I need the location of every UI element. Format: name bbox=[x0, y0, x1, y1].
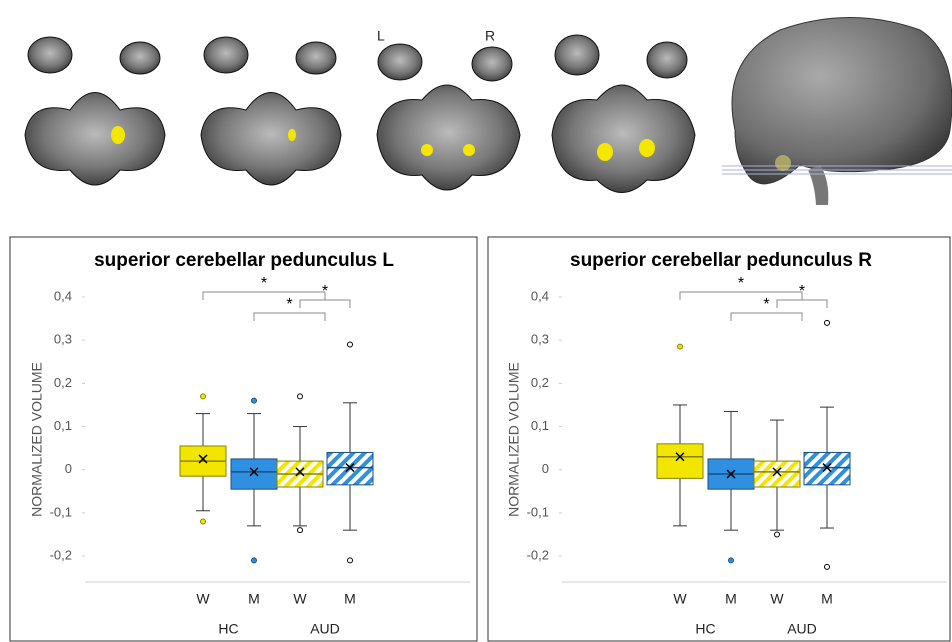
mean-marker bbox=[675, 452, 685, 462]
x-tick-label: M bbox=[725, 591, 737, 607]
significance-label: * bbox=[738, 275, 744, 292]
y-tick-label: 0,2 bbox=[531, 375, 549, 390]
box bbox=[326, 451, 374, 486]
box bbox=[230, 458, 278, 490]
x-tick-label: M bbox=[821, 591, 833, 607]
outlier bbox=[200, 393, 206, 400]
significance-bracket bbox=[253, 312, 326, 321]
outlier bbox=[728, 557, 734, 564]
chart-title: superior cerebellar pedunculus R bbox=[570, 250, 872, 271]
mean-marker bbox=[822, 463, 832, 473]
outlier bbox=[774, 531, 780, 538]
group-label: HC bbox=[695, 621, 715, 637]
group-label: HC bbox=[218, 621, 238, 637]
mean-marker bbox=[295, 467, 305, 477]
outlier bbox=[200, 518, 206, 525]
significance-label: * bbox=[763, 296, 769, 313]
significance-bracket bbox=[202, 291, 326, 300]
box bbox=[656, 443, 704, 479]
panel-frame bbox=[487, 236, 951, 642]
mean-marker bbox=[198, 454, 208, 464]
image-label: L bbox=[377, 28, 385, 44]
y-tick-label: -0,1 bbox=[50, 504, 72, 519]
mean-marker bbox=[772, 467, 782, 477]
outlier bbox=[347, 557, 353, 564]
chart-title: superior cerebellar pedunculus L bbox=[94, 250, 394, 271]
y-axis-label: NORMALIZED VOLUME bbox=[29, 362, 45, 517]
y-tick-label: 0 bbox=[65, 461, 72, 476]
outlier bbox=[251, 557, 257, 564]
x-tick-label: M bbox=[344, 591, 356, 607]
outlier bbox=[824, 563, 830, 570]
outlier bbox=[347, 341, 353, 348]
outlier bbox=[297, 393, 303, 400]
significance-bracket bbox=[730, 312, 803, 321]
outlier bbox=[297, 527, 303, 534]
significance-bracket bbox=[299, 299, 351, 308]
outlier bbox=[251, 397, 257, 404]
y-tick-label: 0,4 bbox=[531, 288, 549, 303]
x-tick-label: W bbox=[770, 591, 784, 607]
box bbox=[803, 451, 851, 486]
y-tick-label: 0,1 bbox=[54, 418, 72, 433]
significance-label: * bbox=[261, 275, 267, 292]
x-tick-label: W bbox=[673, 591, 687, 607]
panel-frame bbox=[9, 236, 478, 642]
mean-marker bbox=[726, 469, 736, 479]
y-tick-label: 0,3 bbox=[531, 332, 549, 347]
group-label: AUD bbox=[787, 621, 817, 637]
x-tick-label: M bbox=[248, 591, 260, 607]
significance-label: * bbox=[799, 283, 805, 300]
y-tick-label: 0 bbox=[542, 461, 549, 476]
significance-label: * bbox=[322, 283, 328, 300]
significance-bracket bbox=[776, 299, 828, 308]
y-tick-label: 0,2 bbox=[54, 375, 72, 390]
mean-marker bbox=[345, 463, 355, 473]
y-tick-label: -0,2 bbox=[50, 548, 72, 563]
y-tick-label: 0,1 bbox=[531, 418, 549, 433]
y-tick-label: 0,4 bbox=[54, 288, 72, 303]
significance-bracket bbox=[679, 291, 803, 300]
x-tick-label: W bbox=[196, 591, 210, 607]
y-tick-label: -0,1 bbox=[527, 504, 549, 519]
brain-3d bbox=[722, 17, 952, 205]
mean-marker bbox=[249, 467, 259, 477]
x-tick-label: W bbox=[293, 591, 307, 607]
y-tick-label: -0,2 bbox=[527, 548, 549, 563]
outlier bbox=[824, 319, 830, 326]
y-tick-label: 0,3 bbox=[54, 332, 72, 347]
outlier bbox=[677, 343, 683, 350]
significance-label: * bbox=[286, 296, 292, 313]
y-axis-label: NORMALIZED VOLUME bbox=[506, 362, 522, 517]
box bbox=[753, 460, 801, 488]
brain-slices bbox=[24, 17, 952, 205]
image-label: R bbox=[485, 28, 495, 44]
group-label: AUD bbox=[310, 621, 340, 637]
